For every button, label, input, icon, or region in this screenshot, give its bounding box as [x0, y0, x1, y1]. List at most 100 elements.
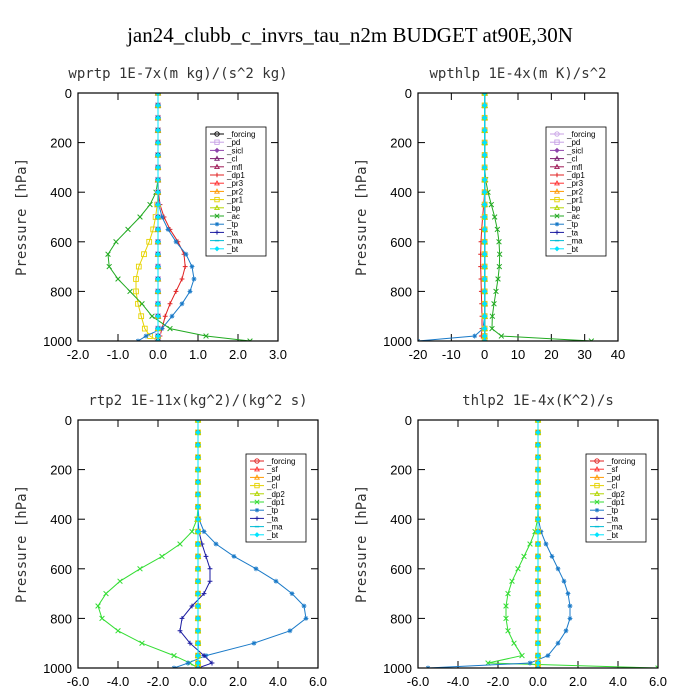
data-point: [155, 114, 161, 121]
figure-title: jan24_clubb_c_invrs_tau_n2m BUDGET at90E…: [126, 23, 573, 47]
legend-label: _pd: [606, 473, 620, 482]
data-point: [137, 214, 143, 220]
data-point: [481, 276, 488, 282]
legend-label: _ta: [266, 514, 279, 523]
x-tick-label: 1.0: [189, 347, 207, 362]
data-point: [155, 288, 161, 295]
legend-label: _bp: [226, 204, 241, 213]
y-tick-label: 800: [390, 284, 412, 299]
y-tick-label: 0: [65, 86, 72, 101]
data-point: [135, 263, 142, 270]
data-point: [138, 313, 145, 320]
legend-label: _pr3: [566, 179, 584, 188]
legend-marker: [214, 180, 220, 186]
data-point: [567, 616, 573, 621]
panel-title: wpthlp 1E-4x(m K)/s^2: [429, 66, 606, 82]
legend-entry: _pr1: [550, 196, 584, 205]
x-tick-label: 0.0: [529, 674, 547, 689]
y-axis-label: Pressure [hPa]: [354, 485, 370, 603]
legend-marker: [554, 246, 560, 252]
y-axis-label: Pressure [hPa]: [14, 485, 30, 603]
data-point: [146, 238, 153, 245]
legend-entry: _dp1: [550, 171, 585, 180]
data-point: [481, 325, 488, 332]
data-point: [535, 603, 541, 609]
legend-label: _dp2: [266, 490, 285, 499]
legend-entry: _pr2: [210, 187, 244, 196]
y-tick-label: 1000: [383, 334, 412, 349]
legend-marker: [254, 490, 260, 497]
data-point: [489, 325, 495, 332]
legend-entry: _ma: [250, 523, 283, 532]
y-tick-label: 200: [390, 136, 412, 151]
data-point: [247, 338, 253, 341]
x-tick-label: 6.0: [649, 674, 667, 689]
legend: _forcing_pd_sicl_cl_mfl_dp1_pr3_pr2_pr1_…: [205, 126, 267, 257]
data-point: [207, 566, 213, 572]
legend-label: _bp: [566, 204, 581, 213]
legend-entry: _ma: [210, 237, 243, 246]
legend-marker: [214, 246, 220, 252]
legend-marker: [214, 172, 220, 178]
data-point: [301, 603, 307, 609]
y-tick-label: 800: [50, 284, 72, 299]
data-point: [125, 226, 131, 233]
legend-marker: [554, 188, 560, 194]
data-point: [195, 503, 201, 510]
legend-marker: [254, 458, 260, 464]
data-point: [503, 603, 509, 609]
legend-entry: _bt: [210, 245, 239, 254]
legend-label: _forcing: [566, 130, 595, 139]
data-point: [179, 301, 185, 307]
data-point: [155, 300, 161, 307]
legend-entry: _pd: [590, 473, 620, 482]
data-point: [555, 566, 561, 572]
series-tp: [418, 93, 488, 341]
x-tick-label: -4.0: [107, 674, 129, 689]
data-point: [155, 201, 161, 208]
legend-marker: [554, 172, 560, 178]
legend-label: _mfl: [226, 163, 242, 172]
legend: _forcing_sf_pd_cl_dp2_dp1_tp_ta_ma_bt: [245, 453, 307, 543]
data-point: [195, 454, 201, 461]
data-point: [137, 566, 143, 572]
x-tick-label: 30: [577, 347, 591, 362]
data-point: [141, 325, 148, 332]
legend-marker: [594, 474, 600, 480]
legend-label: _dp1: [606, 498, 625, 507]
legend-marker: [214, 139, 220, 145]
y-tick-label: 1000: [43, 334, 72, 349]
data-point: [555, 640, 561, 646]
data-point: [472, 333, 478, 339]
y-tick-label: 1000: [383, 661, 412, 676]
legend-marker: [594, 516, 600, 521]
data-point: [481, 127, 488, 134]
legend-entry: _tp: [590, 506, 619, 515]
data-point: [179, 616, 185, 621]
data-point: [195, 491, 201, 498]
data-point: [155, 102, 161, 109]
y-tick-label: 400: [390, 512, 412, 527]
data-point: [527, 541, 533, 547]
data-point: [155, 214, 161, 220]
legend-entry: _bt: [550, 245, 579, 254]
plot-frame: [77, 419, 319, 669]
data-point: [189, 264, 195, 269]
y-axis-label: Pressure [hPa]: [354, 158, 370, 276]
legend-label: _ma: [606, 523, 623, 532]
data-point: [203, 554, 209, 559]
legend-entry: _forcing: [250, 457, 295, 466]
legend-label: _sicl: [566, 146, 583, 155]
legend: _forcing_sf_pd_cl_dp2_dp1_tp_ta_ma_bt: [585, 453, 647, 543]
y-tick-label: 400: [50, 185, 72, 200]
legend-label: _dp1: [566, 171, 585, 180]
data-point: [491, 214, 498, 220]
legend-marker: [214, 155, 220, 161]
data-point: [195, 479, 201, 485]
y-tick-label: 0: [405, 86, 412, 101]
legend-label: _mfl: [566, 163, 582, 172]
data-point: [588, 338, 595, 341]
series-bt: [481, 93, 488, 341]
x-tick-label: 0: [481, 347, 488, 362]
